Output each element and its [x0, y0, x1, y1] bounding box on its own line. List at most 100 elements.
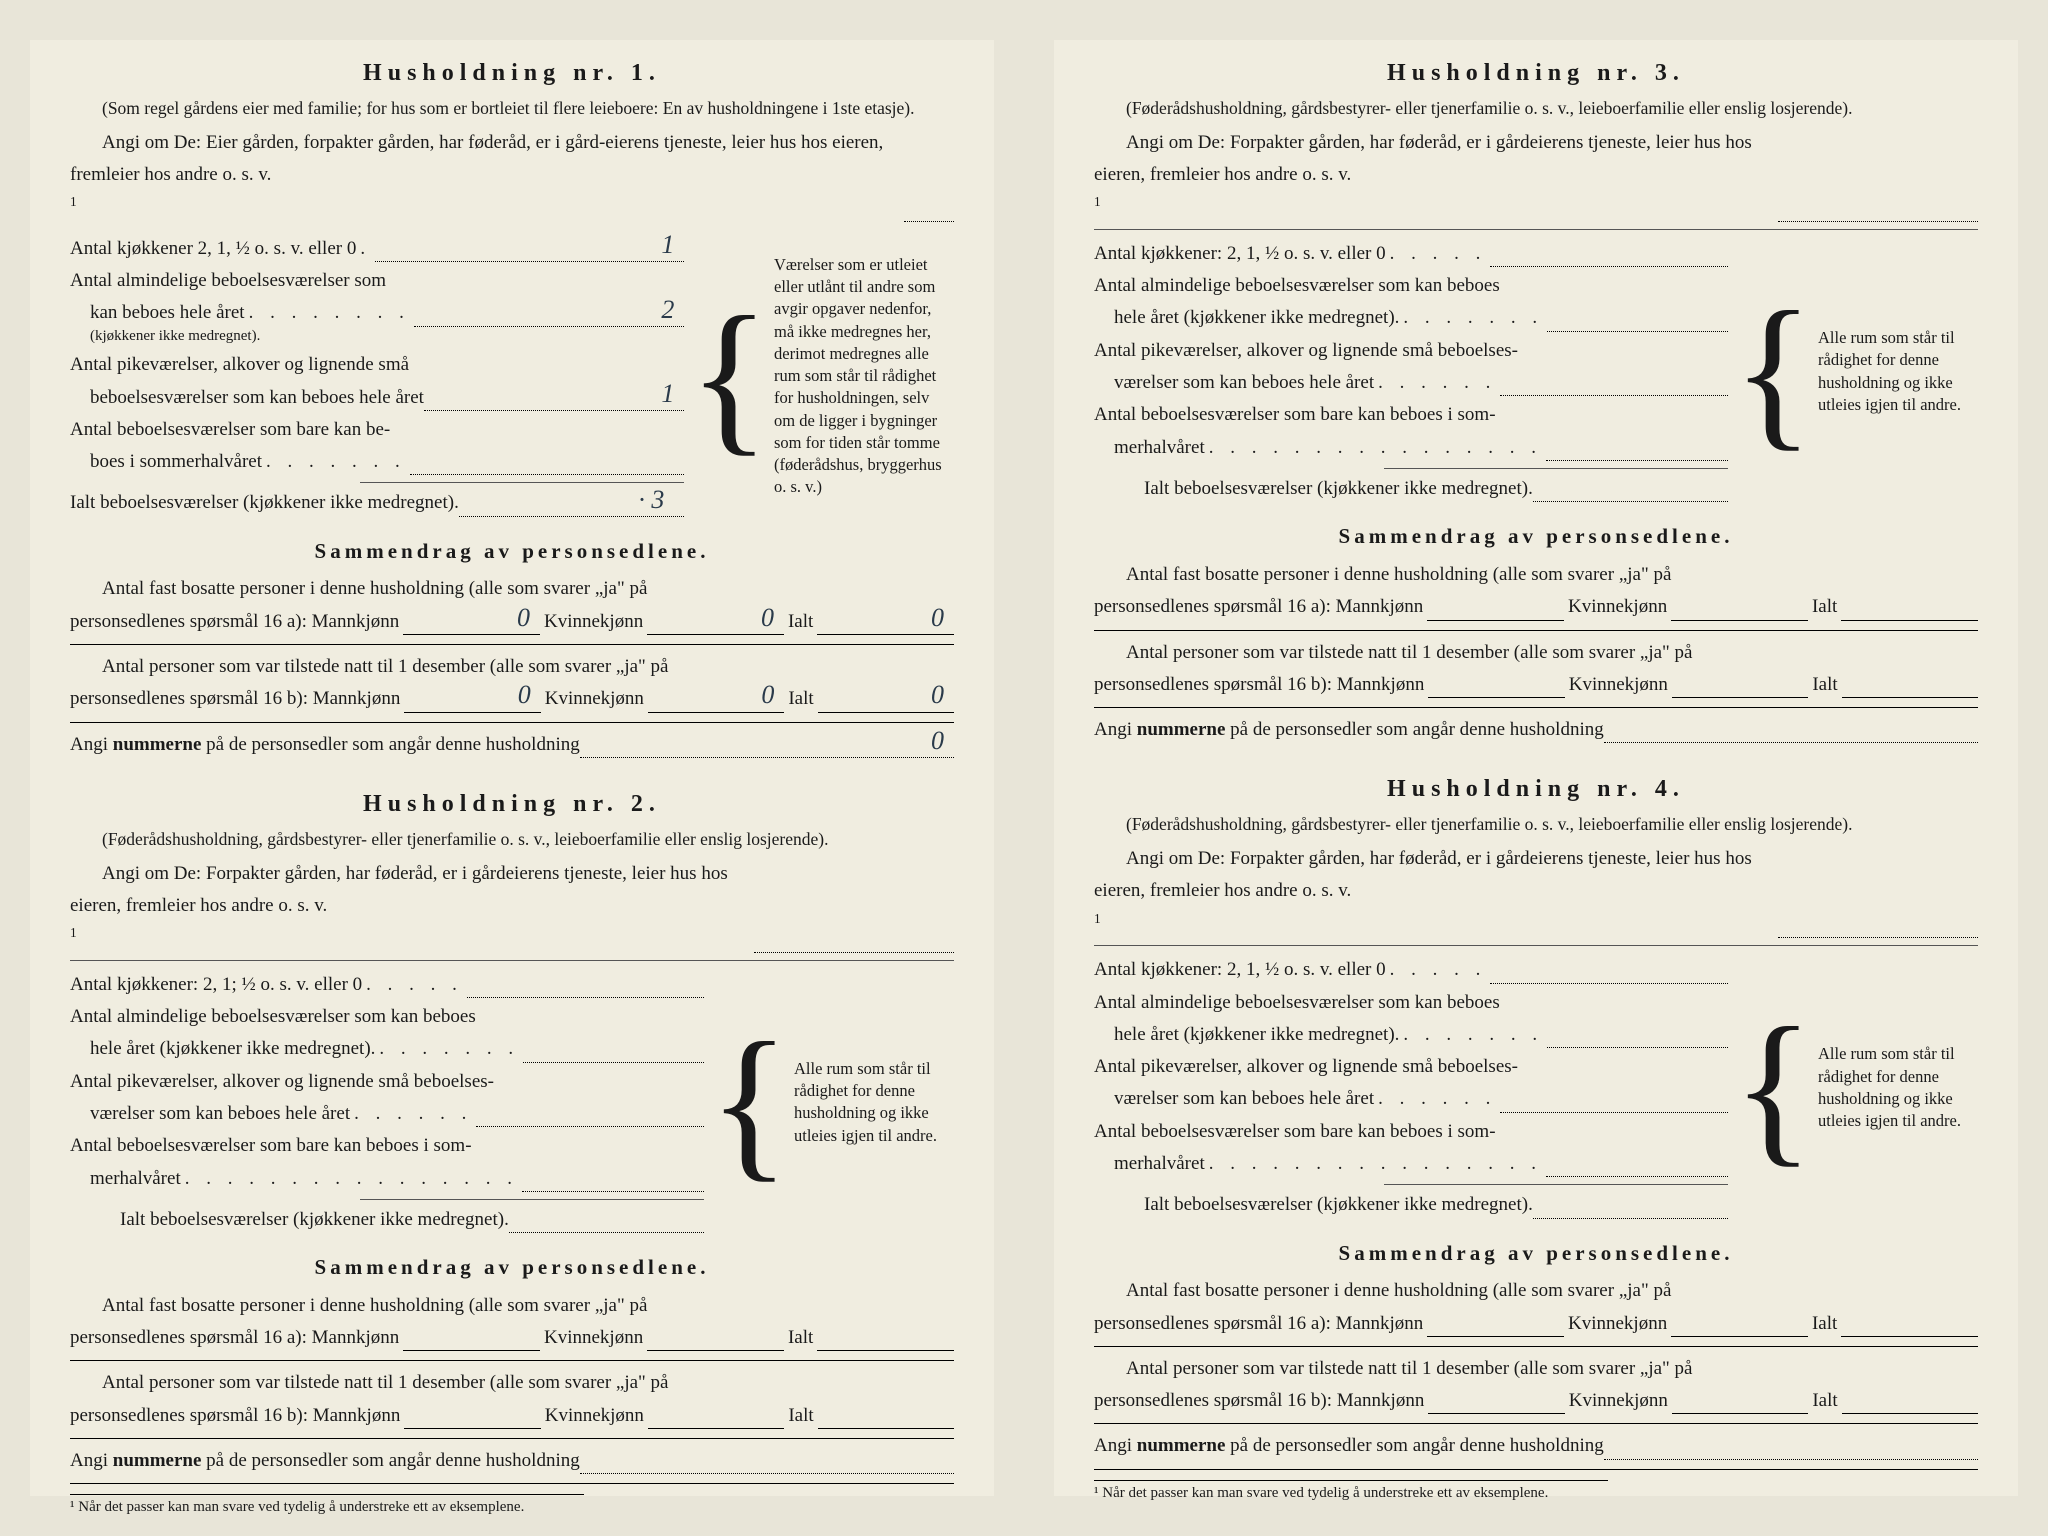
h2-samm3: Antal personer som var tilstede natt til…	[70, 1367, 954, 1399]
h2-ialt-fill[interactable]	[509, 1212, 705, 1233]
h4-angi-fill[interactable]	[1778, 917, 1978, 938]
h3-som-fill[interactable]	[1546, 440, 1728, 461]
h4-kvinn-a[interactable]	[1671, 1316, 1808, 1337]
h2-ialt-a[interactable]	[817, 1331, 954, 1352]
h2-kvinn-a[interactable]	[647, 1331, 784, 1352]
h3-angi-fill[interactable]	[1778, 201, 1978, 222]
h2-ialt-b[interactable]	[818, 1408, 954, 1429]
h1-subtitle: (Som regel gårdens eier med familie; for…	[70, 97, 954, 121]
brace-icon: {	[688, 233, 770, 520]
household-1: Husholdning nr. 1. (Som regel gårdens ei…	[70, 60, 954, 761]
h1-alm-fill[interactable]: 2	[414, 306, 685, 327]
h4-mann-b[interactable]	[1428, 1394, 1564, 1415]
h1-pike-fill[interactable]: 1	[424, 390, 684, 411]
h1-ialt-a[interactable]: 0	[817, 614, 954, 635]
h1-angi-row: Angi om De: Eier gården, forpakter gårde…	[70, 127, 954, 225]
h2-som-fill[interactable]	[522, 1171, 704, 1192]
h1-kvinn-a[interactable]: 0	[647, 614, 784, 635]
h2-mann-b[interactable]	[404, 1408, 540, 1429]
h2-pike2: værelser som kan beboes hele året	[90, 1098, 350, 1130]
h2-samm2a: personsedlenes spørsmål 16 a): Mannkjønn	[70, 1322, 399, 1354]
h2-samm2b: Kvinnekjønn	[544, 1322, 643, 1354]
brace-icon: {	[1732, 238, 1814, 505]
h3-samm3: Antal personer som var tilstede natt til…	[1094, 637, 1978, 669]
h1-alm1: Antal almindelige beboelsesværelser som	[70, 265, 386, 297]
h2-alm-fill[interactable]	[523, 1042, 704, 1063]
h4-samm4c: Ialt	[1812, 1385, 1837, 1417]
h3-pike1: Antal pikeværelser, alkover og lignende …	[1094, 335, 1518, 367]
h3-kvinn-b[interactable]	[1672, 677, 1808, 698]
h3-kjokken-fill[interactable]	[1490, 246, 1728, 267]
h4-pike2: værelser som kan beboes hele året	[1114, 1083, 1374, 1115]
h2-mann-a[interactable]	[403, 1331, 540, 1352]
h2-subtitle: (Føderådshusholdning, gårdsbestyrer- ell…	[70, 828, 954, 852]
h3-pike-fill[interactable]	[1500, 375, 1728, 396]
h2-kvinn-b[interactable]	[648, 1408, 784, 1429]
h2-anginum-fill[interactable]	[580, 1453, 954, 1474]
h1-kjokken-fill[interactable]: 1	[375, 241, 684, 262]
h1-alm-val: 2	[661, 288, 674, 332]
h1-samm4c: Ialt	[788, 683, 813, 715]
h1-samm4a: personsedlenes spørsmål 16 b): Mannkjønn	[70, 683, 400, 715]
h1-anginum-val: 0	[931, 719, 944, 763]
h2-samm4a: personsedlenes spørsmål 16 b): Mannkjønn	[70, 1400, 400, 1432]
h4-samm2a: personsedlenes spørsmål 16 a): Mannkjønn	[1094, 1308, 1423, 1340]
h2-angi-fill[interactable]	[754, 932, 954, 953]
h4-som2: merhalvåret	[1114, 1148, 1205, 1180]
h4-alm-fill[interactable]	[1547, 1027, 1728, 1048]
h2-pike-fill[interactable]	[476, 1106, 704, 1127]
h2-som2: merhalvåret	[90, 1163, 181, 1195]
h4-som-fill[interactable]	[1546, 1156, 1728, 1177]
h4-mann-a[interactable]	[1427, 1316, 1564, 1337]
h3-samm2c: Ialt	[1812, 591, 1837, 623]
h3-kjokken: Antal kjøkkener: 2, 1, ½ o. s. v. eller …	[1094, 238, 1386, 270]
h3-ialt-b[interactable]	[1842, 677, 1978, 698]
h1-ialt-fill[interactable]: · 3	[459, 496, 685, 517]
h1-ialt-a-val: 0	[931, 596, 944, 640]
h1-mann-b[interactable]: 0	[404, 692, 540, 713]
h3-samm2a: personsedlenes spørsmål 16 a): Mannkjønn	[1094, 591, 1423, 623]
h4-som1: Antal beboelsesværelser som bare kan beb…	[1094, 1116, 1496, 1148]
h4-anginum-fill[interactable]	[1604, 1439, 1978, 1460]
h3-mann-a[interactable]	[1427, 600, 1564, 621]
h3-ialt-a[interactable]	[1841, 600, 1978, 621]
h3-ialt-fill[interactable]	[1533, 481, 1729, 502]
h2-alm2: hele året (kjøkkener ikke medregnet).	[90, 1033, 375, 1065]
h3-som2: merhalvåret	[1114, 432, 1205, 464]
h1-mann-a[interactable]: 0	[403, 614, 540, 635]
h4-ialt-a[interactable]	[1841, 1316, 1978, 1337]
h1-som-fill[interactable]	[410, 455, 685, 476]
h1-kvinn-b[interactable]: 0	[648, 692, 784, 713]
h1-anginum-fill[interactable]: 0	[580, 737, 954, 758]
household-4: Husholdning nr. 4. (Føderådshusholdning,…	[1094, 776, 1978, 1501]
h1-samm-title: Sammendrag av personsedlene.	[70, 534, 954, 570]
page-right: Husholdning nr. 3. (Føderådshusholdning,…	[1054, 40, 2018, 1496]
h3-mann-b[interactable]	[1428, 677, 1564, 698]
brace-icon: {	[708, 969, 790, 1236]
h1-sup: 1	[70, 194, 77, 209]
h3-kvinn-a[interactable]	[1671, 600, 1808, 621]
h4-samm3: Antal personer som var tilstede natt til…	[1094, 1353, 1978, 1385]
h1-sidenote: Værelser som er utleiet eller utlånt til…	[774, 254, 954, 499]
h4-ialt-fill[interactable]	[1533, 1198, 1729, 1219]
h2-kjokken-fill[interactable]	[467, 977, 704, 998]
h3-alm2: hele året (kjøkkener ikke medregnet).	[1114, 302, 1399, 334]
h4-ialt-b[interactable]	[1842, 1394, 1978, 1415]
h3-som1: Antal beboelsesværelser som bare kan beb…	[1094, 399, 1496, 431]
h3-samm2b: Kvinnekjønn	[1568, 591, 1667, 623]
h4-kvinn-b[interactable]	[1672, 1394, 1808, 1415]
h4-kjokken-fill[interactable]	[1490, 963, 1728, 984]
h2-footnote: ¹ Når det passer kan man svare ved tydel…	[70, 1494, 584, 1516]
h4-subtitle: (Føderådshusholdning, gårdsbestyrer- ell…	[1094, 813, 1978, 837]
h2-samm-title: Sammendrag av personsedlene.	[70, 1250, 954, 1286]
h1-samm4b: Kvinnekjønn	[545, 683, 644, 715]
h3-samm4c: Ialt	[1812, 669, 1837, 701]
h3-sup: 1	[1094, 194, 1101, 209]
h3-alm-fill[interactable]	[1547, 311, 1728, 332]
h1-ialt-b[interactable]: 0	[818, 692, 954, 713]
h1-som1: Antal beboelsesværelser som bare kan be-	[70, 414, 390, 446]
h3-anginum-fill[interactable]	[1604, 723, 1978, 744]
h1-angi-fill[interactable]	[904, 201, 954, 222]
h4-pike-fill[interactable]	[1500, 1092, 1728, 1113]
h3-pike2: værelser som kan beboes hele året	[1114, 367, 1374, 399]
